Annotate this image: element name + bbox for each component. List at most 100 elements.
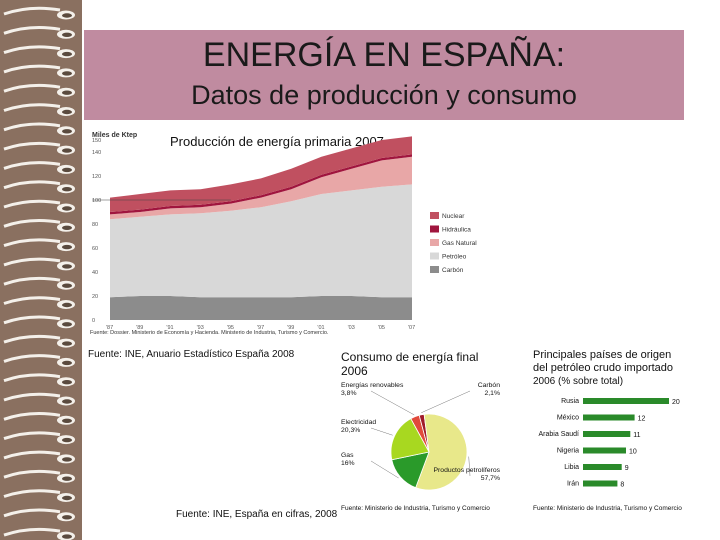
binding-ring <box>3 527 61 537</box>
bar-category-label: Rusia <box>561 398 579 405</box>
pie-label: Productos petrolíferos <box>434 467 501 474</box>
consumption-and-import-figure: Consumo de energía final 2006 Energías r… <box>337 347 705 517</box>
y-tick-label: 20 <box>92 294 98 300</box>
y-tick-label: 140 <box>92 150 101 156</box>
pie-label: Electricidad <box>341 419 376 426</box>
pie-label: Energías renovables <box>341 382 404 389</box>
bar <box>583 480 618 487</box>
y-tick-label: 40 <box>92 270 98 276</box>
pie-value-label: 57,7% <box>481 475 500 482</box>
area-series-carbón <box>110 296 412 320</box>
binding-ring <box>3 122 61 132</box>
binding-hole-shadow <box>62 109 72 115</box>
binding-ring <box>3 257 61 267</box>
binding-ring <box>3 489 61 498</box>
legend-swatch <box>430 266 439 273</box>
binding-hole-shadow <box>62 225 72 230</box>
x-tick-label: '93 <box>197 325 204 331</box>
pie-label: Carbón <box>478 382 501 389</box>
binding-hole-shadow <box>62 437 72 443</box>
bar-category-label: Irán <box>567 481 579 488</box>
binding-ring <box>3 431 61 441</box>
title-band <box>84 30 684 120</box>
x-tick-label: '97 <box>257 325 264 331</box>
y-tick-label: 60 <box>92 246 98 252</box>
x-tick-label: '87 <box>106 325 113 331</box>
bar-title-line3: 2006 (% sobre total) <box>533 376 623 387</box>
pie-leader-line <box>370 427 393 436</box>
binding-hole-shadow <box>62 476 72 481</box>
pie-source: Fuente: Ministerio de Industria, Turismo… <box>341 505 490 512</box>
binding-ring <box>3 83 61 93</box>
pie-value-label: 20,3% <box>341 427 360 434</box>
pie-slice <box>390 418 430 461</box>
binding-hole-shadow <box>62 399 72 404</box>
binding-hole-shadow <box>62 302 72 308</box>
bar-category-label: Libia <box>564 464 579 471</box>
y-tick-label: 80 <box>92 222 98 228</box>
legend-label: Hidráulica <box>442 227 471 234</box>
y-tick-label: 120 <box>92 174 101 180</box>
legend-label: Petróleo <box>442 254 467 261</box>
binding-ring <box>3 450 61 460</box>
legend-label: Nuclear <box>442 213 465 220</box>
binding-hole-shadow <box>62 148 72 153</box>
pie-value-label: 16% <box>341 460 355 467</box>
legend-swatch <box>430 212 439 219</box>
area-series-hidráulica <box>110 154 412 215</box>
binding-hole-shadow <box>62 322 72 327</box>
binding-hole-shadow <box>62 129 72 134</box>
binding-ring <box>3 180 61 190</box>
binding-hole-shadow <box>62 71 72 76</box>
legend-label: Carbón <box>442 267 464 274</box>
slide-title: ENERGÍA EN ESPAÑA: <box>202 36 566 74</box>
bar <box>583 464 622 470</box>
x-tick-label: '91 <box>166 325 173 331</box>
binding-ring <box>3 392 61 402</box>
binding-hole-shadow <box>62 495 72 501</box>
binding-ring <box>3 219 61 228</box>
binding-hole-shadow <box>62 341 72 346</box>
x-tick-label: '07 <box>408 325 415 331</box>
pie-leader-line <box>370 390 415 416</box>
binding-hole-shadow <box>62 380 72 385</box>
binding-hole-shadow <box>62 534 72 539</box>
binding-hole-shadow <box>62 244 72 250</box>
binding-hole-shadow <box>62 167 72 173</box>
chart2-footnote: Fuente: INE, España en cifras, 2008 <box>176 509 338 520</box>
binding-ring <box>3 469 61 479</box>
bar <box>583 414 635 421</box>
bar <box>583 431 631 437</box>
binding-hole-shadow <box>62 418 72 423</box>
y-tick-label: 0 <box>92 318 95 324</box>
bar-category-label: Nigeria <box>557 448 579 455</box>
y-axis-label: Miles de Ktep <box>92 132 137 139</box>
binding-ring <box>3 238 61 248</box>
x-tick-label: '03 <box>348 325 355 331</box>
binding-ring <box>3 45 61 55</box>
binding-hole-shadow <box>62 13 72 18</box>
bar <box>583 398 669 404</box>
slide-subtitle: Datos de producción y consumo <box>191 80 577 110</box>
binding-ring <box>3 315 61 325</box>
pie-title-line1: Consumo de energía final <box>341 350 478 364</box>
bar-value-label: 11 <box>633 432 640 439</box>
bar-value-label: 10 <box>629 449 637 456</box>
bar-value-label: 12 <box>638 416 646 423</box>
pie-title-line2: 2006 <box>341 364 368 378</box>
pie-value-label: 3,8% <box>341 390 357 397</box>
binding-ring <box>3 276 61 286</box>
binding-hole-shadow <box>62 360 72 366</box>
binding-ring <box>3 334 61 344</box>
x-tick-label: '01 <box>317 325 324 331</box>
binding-ring <box>3 199 61 209</box>
bar-category-label: Arabia Saudí <box>539 431 580 438</box>
area-series-gas-natural <box>110 156 412 220</box>
chart-caption: Producción de energía primaria 2007. <box>170 134 388 149</box>
binding-hole-shadow <box>62 90 72 95</box>
binding-ring <box>3 161 61 170</box>
chart-source: Fuente: Dossier. Ministerio de Economía … <box>90 330 329 336</box>
binding-ring <box>3 103 61 112</box>
pie-label: Gas <box>341 452 354 459</box>
bar-title-line1: Principales países de origen <box>533 349 671 361</box>
